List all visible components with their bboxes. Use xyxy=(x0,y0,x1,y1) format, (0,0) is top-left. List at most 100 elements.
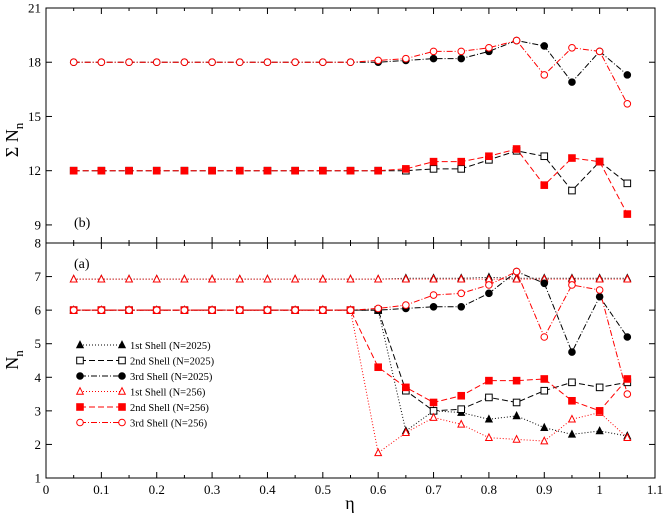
panel-a-point-s1_256 xyxy=(429,412,438,421)
panel-b-point-s1_256 xyxy=(318,274,327,283)
panel-a-point-s2_256 xyxy=(512,376,521,385)
panel-a-point-s2_256 xyxy=(402,383,410,392)
panel-b-point-s1_256 xyxy=(346,274,355,283)
panel-b-point-s2_256 xyxy=(319,166,327,175)
panel-a-point-s2_2025 xyxy=(595,383,604,392)
panel-b-point-s2_2025 xyxy=(568,186,576,195)
panel-b-series-line-s2_256 xyxy=(73,148,628,215)
panel-b-point-s2_256 xyxy=(568,154,576,162)
panel-a-point-s3_256 xyxy=(291,306,299,314)
panel-b-point-s1_256 xyxy=(97,274,106,283)
panel-b-point-s1_256 xyxy=(152,274,161,283)
panel-a-point-s3_2025 xyxy=(457,302,466,311)
panel-a-point-s3_256 xyxy=(457,289,466,298)
panel-a-point-s3_2025 xyxy=(568,348,576,356)
panel-b-point-s3_256 xyxy=(319,58,327,67)
panel-b-point-s2_256 xyxy=(429,157,438,166)
panel-b-point-s3_256 xyxy=(595,47,604,56)
panel-b-point-s2_256 xyxy=(263,166,272,175)
panel-b-point-s3_256 xyxy=(291,58,299,67)
panel-a-point-s3_256 xyxy=(374,304,382,313)
panel-b-ylabel-sub: n xyxy=(11,122,26,129)
panel-b-point-s3_256 xyxy=(429,47,438,56)
panel-b-point-s3_256 xyxy=(568,43,576,52)
legend-marker-right xyxy=(118,356,126,365)
panel-a-point-s3_256 xyxy=(152,306,161,314)
legend-marker-right xyxy=(118,403,126,411)
panel-a-ylabel-main: N xyxy=(2,357,22,370)
x-tick-label: 0.6 xyxy=(370,482,387,497)
panel-b-point-s2_256 xyxy=(97,166,106,175)
legend-marker-left xyxy=(76,418,84,427)
panel-a-point-s3_256 xyxy=(623,390,632,398)
x-tick-label: 0.3 xyxy=(204,482,220,497)
panel-b-point-s2_2025 xyxy=(457,165,466,173)
panel-b-ytick-label: 12 xyxy=(28,163,41,178)
panel-b-point-s2_256 xyxy=(180,166,189,175)
panel-a-point-s2_256 xyxy=(623,375,632,383)
panel-b-point-s3_256 xyxy=(485,43,493,52)
panel-b-point-s3_2025 xyxy=(540,42,549,50)
panel-b-point-s2_256 xyxy=(457,157,466,166)
legend-label: 1st Shell (N=2025) xyxy=(130,341,211,352)
legend: 1st Shell (N=2025) 2nd Shell (N=2025) 3rd … xyxy=(75,340,215,429)
panel-b-point-s1_256 xyxy=(374,274,383,283)
panel-b-point-s2_2025 xyxy=(540,152,549,161)
panel-b-ytick-label: 15 xyxy=(28,109,41,124)
x-tick-label: 0.2 xyxy=(149,482,165,497)
panel-b-point-s1_256 xyxy=(207,274,217,283)
panel-a-plot: 1 2 3 4 5 6 7 xyxy=(35,242,656,486)
panel-a-point-s3_256 xyxy=(540,333,549,341)
panel-a-point-s1_2025 xyxy=(512,410,521,420)
panel-b-point-s3_256 xyxy=(235,58,244,67)
panel-b-frame xyxy=(45,7,656,244)
x-tick-label: 0.9 xyxy=(536,482,552,497)
panel-a-point-s2_2025 xyxy=(540,386,549,395)
panel-b-ylabel: Σ Nn xyxy=(2,122,26,157)
panel-b-point-s3_256 xyxy=(512,36,521,45)
svg-text:Nn: Nn xyxy=(2,350,26,370)
panel-a-ytick-label: 4 xyxy=(35,370,42,385)
panel-a-point-s3_2025 xyxy=(540,279,549,288)
panel-a-point-s2_256 xyxy=(374,363,382,372)
panel-b-point-s2_256 xyxy=(125,166,133,175)
legend-label: 3rd Shell (N=256) xyxy=(130,418,208,429)
panel-a-ytick-label: 6 xyxy=(35,303,42,318)
panel-b-point-s2_2025 xyxy=(429,165,438,173)
panel-b-point-s3_256 xyxy=(125,58,133,67)
panel-a-point-s3_256 xyxy=(568,281,576,289)
panel-a-point-s3_256 xyxy=(346,306,355,314)
legend-marker-right xyxy=(118,372,126,380)
panel-a-point-s3_256 xyxy=(595,286,604,294)
panel-a-ylabel-sub: n xyxy=(11,350,26,357)
panel-a-point-s1_2025 xyxy=(540,422,549,431)
x-tick-label: 0.5 xyxy=(315,482,331,497)
panel-b-ytick-label: 21 xyxy=(28,1,41,16)
panel-b-point-s3_256 xyxy=(457,47,466,56)
x-tick-label: 0.1 xyxy=(93,482,109,497)
panel-b-point-s2_2025 xyxy=(623,179,632,188)
panel-b-point-s2_256 xyxy=(374,166,382,175)
x-axis-ticks: 0 0.1 0.2 0.3 0.4 0.5 0.6 0.7 0.8 0.9 1 1.1 xyxy=(43,482,663,497)
panel-b-point-s1_256 xyxy=(429,274,438,283)
legend-label: 1st Shell (N=256) xyxy=(130,387,206,398)
panel-b-ytick-label: 9 xyxy=(35,217,42,232)
legend-marker-left xyxy=(75,340,85,349)
panel-b-point-s2_256 xyxy=(540,181,549,189)
panel-a-point-s2_256 xyxy=(457,391,466,400)
x-tick-label: 1 xyxy=(596,482,603,497)
panel-a-point-s3_256 xyxy=(512,267,521,276)
panel-b-point-s1_256 xyxy=(124,274,134,283)
panel-b-point-s2_256 xyxy=(512,145,521,153)
panel-a-point-s1_256 xyxy=(374,447,383,457)
panel-a-ytick-label: 5 xyxy=(35,336,42,351)
x-tick-label: 1.1 xyxy=(647,482,663,497)
panel-a-point-s2_2025 xyxy=(485,393,493,402)
panel-b-label: (b) xyxy=(74,216,91,231)
panel-a-point-s3_256 xyxy=(402,301,410,309)
panel-b-ylabel-main: Σ N xyxy=(2,129,22,157)
panel-a-ytick-label: 7 xyxy=(35,269,42,284)
panel-a-point-s1_2025 xyxy=(567,429,577,438)
panel-b-point-s1_256 xyxy=(291,274,300,283)
legend-marker-left xyxy=(76,356,84,365)
